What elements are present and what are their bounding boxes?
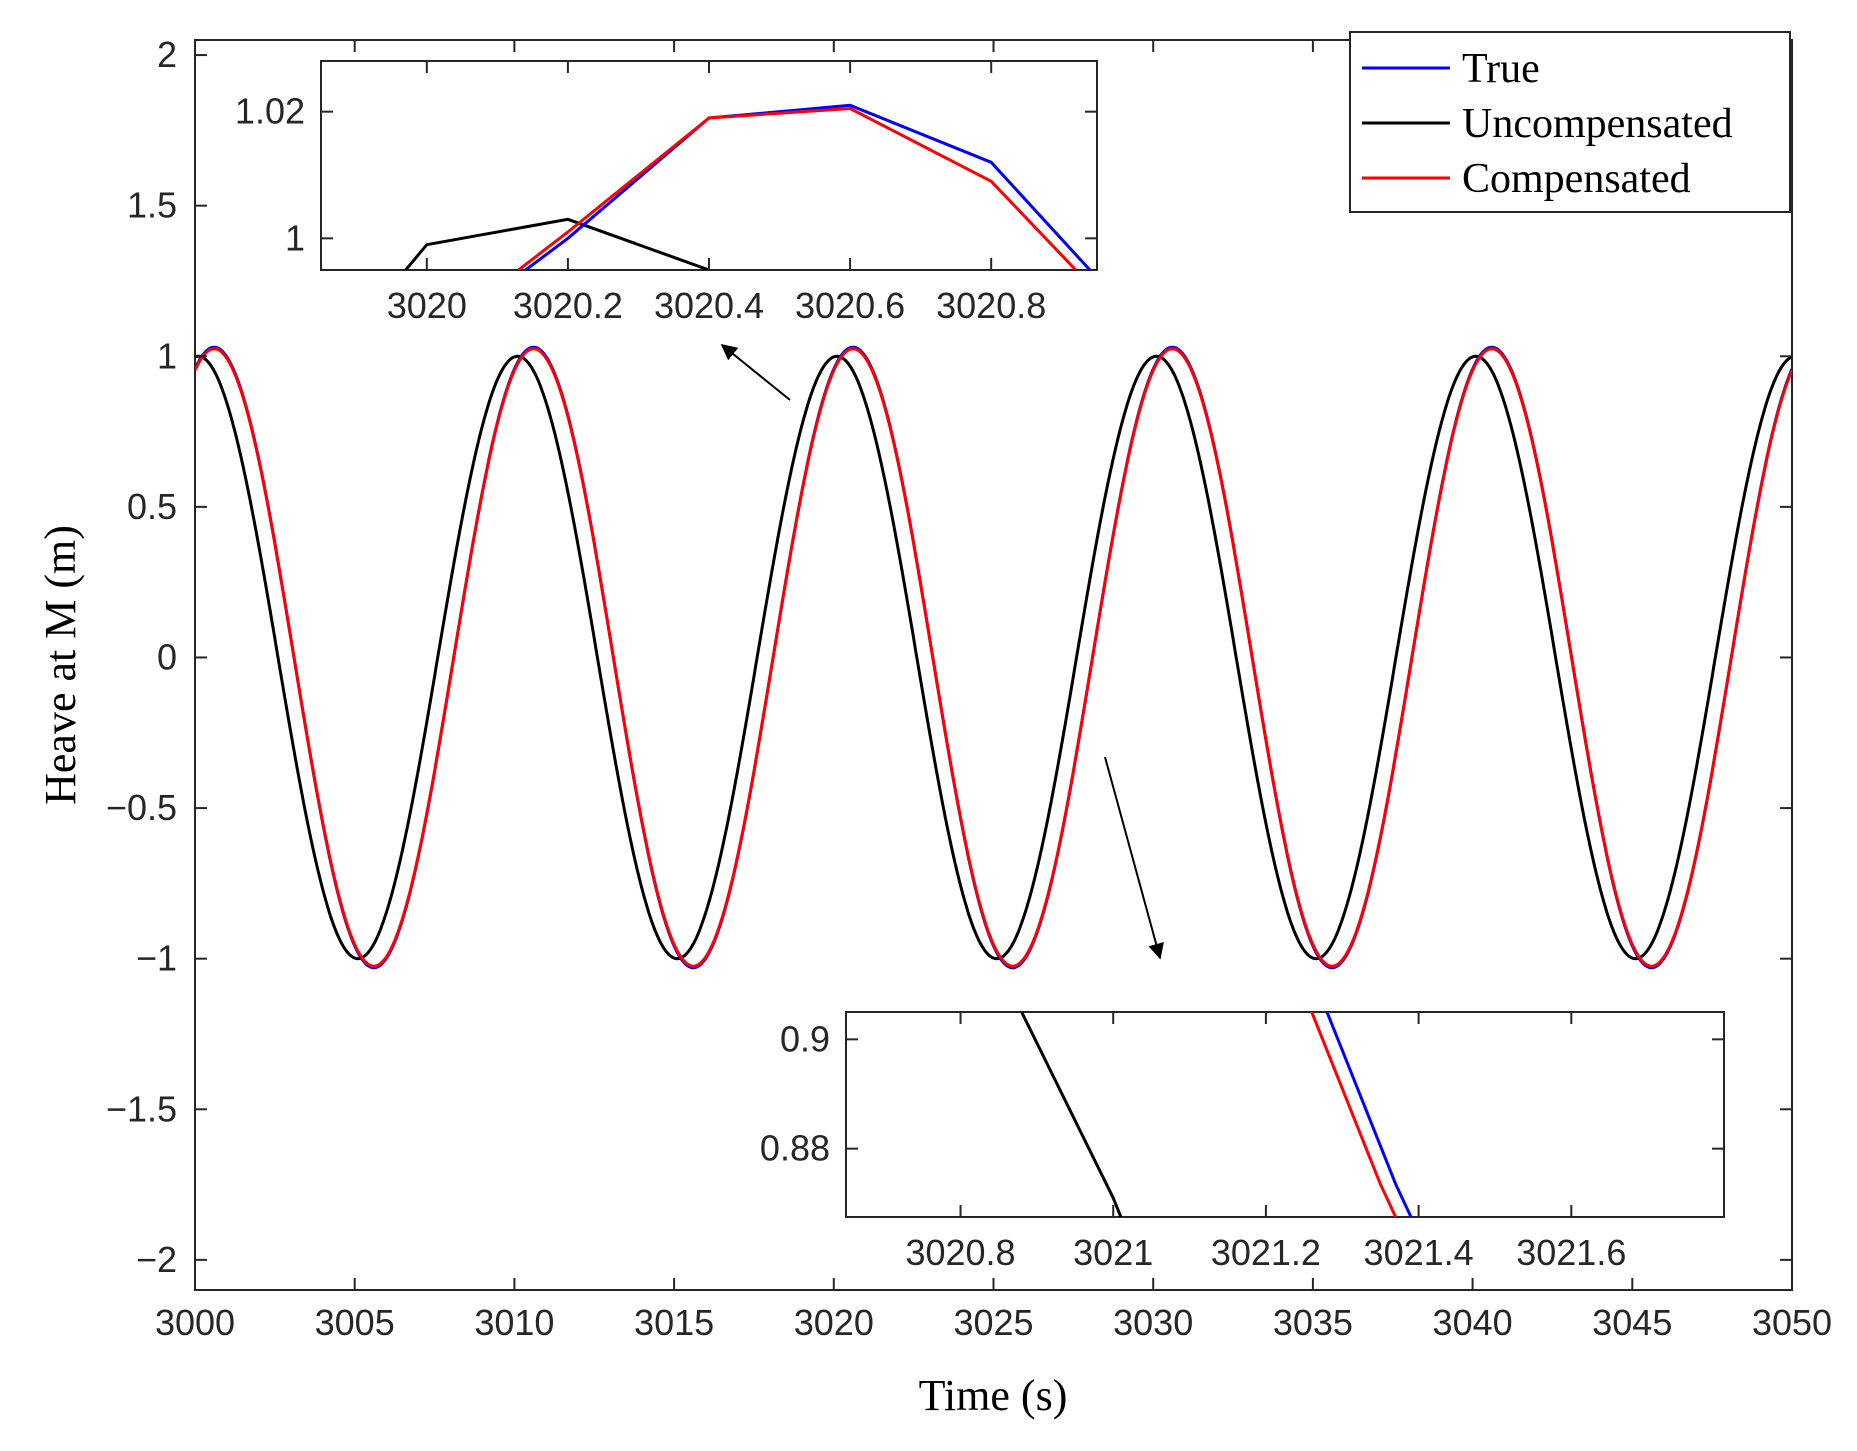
arrow-to-bottom-inset bbox=[1104, 756, 1164, 960]
inset-bottom-axes: 3020.8 3021 3021.2 3021.4 3021.6 0.9 0.88 bbox=[760, 1011, 1725, 1273]
inset-bottom-xtick-label: 3021.6 bbox=[1516, 1232, 1626, 1273]
main-xtick-label: 3040 bbox=[1433, 1302, 1513, 1343]
main-x-ticks: 3000 3005 3010 3015 3020 3025 3030 3035 3040 3045… bbox=[155, 40, 1832, 1343]
inset-bottom-series-group bbox=[1020, 1012, 1413, 1217]
inset-top-y-ticks: 1.02 1 bbox=[235, 91, 1097, 258]
main-xtick-label: 3035 bbox=[1273, 1302, 1353, 1343]
inset-bottom-xtick-label: 3021.2 bbox=[1211, 1232, 1321, 1273]
main-y-ticks: 2 1.5 1 0.5 0 −0.5 −1 −1.5 −2 bbox=[106, 34, 1792, 1280]
main-ytick-label: −1 bbox=[136, 938, 177, 979]
main-xtick-label: 3015 bbox=[634, 1302, 714, 1343]
inset-top-xtick-label: 3020.8 bbox=[936, 285, 1046, 326]
main-xtick-label: 3005 bbox=[315, 1302, 395, 1343]
inset-top-xtick-label: 3020.2 bbox=[513, 285, 623, 326]
inset-top-xtick-label: 3020 bbox=[387, 285, 467, 326]
inset-top-axes: 3020 3020.2 3020.4 3020.6 3020.8 1.02 1 bbox=[235, 60, 1098, 326]
main-ytick-label: −1.5 bbox=[106, 1088, 177, 1129]
inset-bottom-xtick-label: 3021 bbox=[1073, 1232, 1153, 1273]
legend-label-uncompensated: Uncompensated bbox=[1462, 101, 1733, 147]
main-series-line-compensated bbox=[195, 347, 1792, 968]
inset-bottom-y-ticks: 0.9 0.88 bbox=[760, 1018, 1724, 1169]
inset-bottom-xtick-label: 3020.8 bbox=[905, 1232, 1015, 1273]
main-ytick-label: 0 bbox=[157, 636, 177, 677]
inset-top-series-group bbox=[404, 103, 1092, 270]
main-ytick-label: 1 bbox=[157, 335, 177, 376]
inset-bottom-series-line-compensated bbox=[1310, 1012, 1398, 1217]
main-series-line-uncompensated bbox=[195, 354, 1792, 961]
inset-top-ytick-label: 1.02 bbox=[235, 91, 305, 132]
legend-label-true: True bbox=[1462, 46, 1540, 92]
main-ytick-label: 2 bbox=[157, 34, 177, 75]
main-xtick-label: 3050 bbox=[1752, 1302, 1832, 1343]
main-ytick-label: 0.5 bbox=[127, 486, 177, 527]
main-ytick-label: 1.5 bbox=[127, 185, 177, 226]
inset-bottom-frame bbox=[845, 1011, 1725, 1218]
inset-bottom-x-ticks: 3020.8 3021 3021.2 3021.4 3021.6 bbox=[905, 1012, 1626, 1273]
inset-bottom-ytick-label: 0.9 bbox=[780, 1018, 830, 1059]
main-xtick-label: 3020 bbox=[794, 1302, 874, 1343]
legend: True Uncompensated Compensated bbox=[1349, 31, 1791, 213]
main-ytick-label: −2 bbox=[136, 1239, 177, 1280]
inset-top-xtick-label: 3020.4 bbox=[654, 285, 764, 326]
main-series-group bbox=[195, 345, 1792, 970]
x-axis-label: Time (s) bbox=[919, 1371, 1068, 1420]
main-xtick-label: 3025 bbox=[953, 1302, 1033, 1343]
main-xtick-label: 3030 bbox=[1113, 1302, 1193, 1343]
inset-top-frame bbox=[320, 60, 1098, 271]
inset-top-xtick-label: 3020.6 bbox=[795, 285, 905, 326]
main-xtick-label: 3045 bbox=[1592, 1302, 1672, 1343]
main-xtick-label: 3010 bbox=[474, 1302, 554, 1343]
y-axis-label: Heave at M (m) bbox=[36, 525, 85, 805]
inset-top-series-line-uncompensated bbox=[404, 217, 710, 270]
inset-top-ytick-label: 1 bbox=[285, 217, 305, 258]
inset-bottom-ytick-label: 0.88 bbox=[760, 1128, 830, 1169]
main-ytick-label: −0.5 bbox=[106, 787, 177, 828]
inset-bottom-series-line-true bbox=[1325, 1012, 1413, 1217]
inset-bottom-xtick-label: 3021.4 bbox=[1364, 1232, 1474, 1273]
inset-top-series-line-compensated bbox=[517, 106, 1077, 270]
legend-label-compensated: Compensated bbox=[1462, 156, 1691, 202]
main-xtick-label: 3000 bbox=[155, 1302, 235, 1343]
inset-bottom-series-line-uncompensated bbox=[1020, 1012, 1123, 1217]
inset-top-x-ticks: 3020 3020.2 3020.4 3020.6 3020.8 bbox=[387, 61, 1046, 326]
inset-top-series-line-true bbox=[524, 103, 1092, 270]
arrow-to-top-inset bbox=[720, 343, 791, 401]
